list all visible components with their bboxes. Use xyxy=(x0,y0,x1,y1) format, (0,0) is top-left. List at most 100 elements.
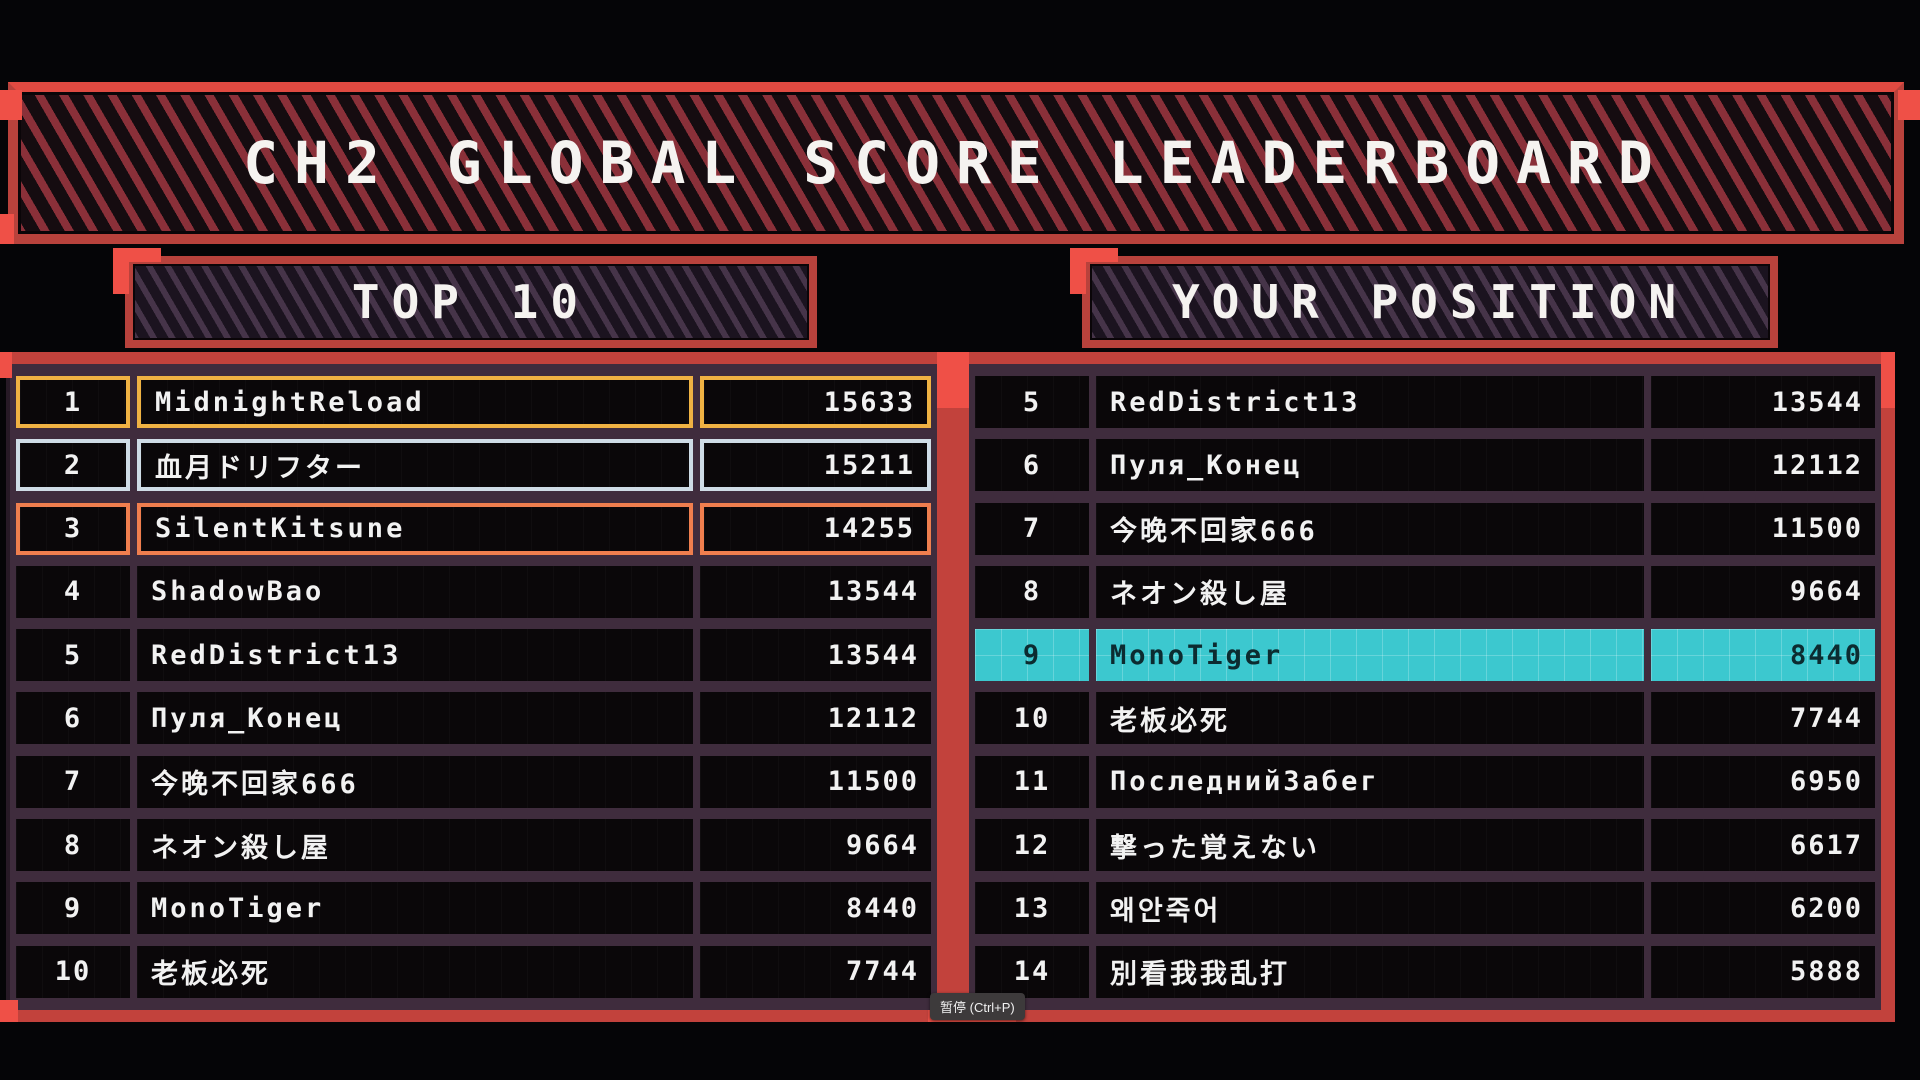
player-name-cell: 今晚不回家666 xyxy=(1096,502,1644,555)
top10-header: TOP 10 xyxy=(125,256,817,348)
rank-cell: 7 xyxy=(16,755,130,808)
leaderboard-row-rank-8: 8 ネオン殺し屋 9664 xyxy=(16,819,931,872)
top10-header-label: TOP 10 xyxy=(351,275,591,329)
player-name-cell: SilentKitsune xyxy=(137,502,693,555)
rank-cell: 6 xyxy=(975,439,1089,492)
player-name-cell: 老板必死 xyxy=(1096,692,1644,745)
leaderboard-row-rank-4: 4 ShadowBao 13544 xyxy=(16,565,931,618)
score-cell: 6617 xyxy=(1651,819,1875,872)
score-cell: 13544 xyxy=(1651,376,1875,428)
corner-accent xyxy=(1898,90,1920,120)
score-cell: 8440 xyxy=(700,882,931,935)
rank-cell: 13 xyxy=(975,882,1089,935)
rank-cell: 7 xyxy=(975,502,1089,555)
your-position-header-label: YOUR POSITION xyxy=(1171,275,1689,329)
score-cell: 9664 xyxy=(1651,565,1875,618)
score-cell: 12112 xyxy=(700,692,931,745)
rank-cell: 10 xyxy=(16,945,130,998)
corner-accent xyxy=(937,352,953,408)
rank-cell: 11 xyxy=(975,755,1089,808)
rank-cell: 9 xyxy=(16,882,130,935)
rank-cell: 9 xyxy=(975,629,1089,682)
rank-cell: 10 xyxy=(975,692,1089,745)
rank-cell: 12 xyxy=(975,819,1089,872)
score-cell: 6950 xyxy=(1651,755,1875,808)
title-banner: CH2 GLOBAL SCORE LEADERBOARD xyxy=(8,82,1904,244)
leaderboard-row-rank-6: 6 Пуля_Конец 12112 xyxy=(975,439,1875,492)
corner-accent xyxy=(1881,352,1895,408)
corner-accent xyxy=(0,352,12,378)
score-cell: 14255 xyxy=(700,502,931,555)
score-cell: 7744 xyxy=(700,945,931,998)
leaderboard-row-rank-7: 7 今晚不回家666 11500 xyxy=(975,502,1875,555)
player-name-cell: ネオン殺し屋 xyxy=(137,819,693,872)
score-cell: 6200 xyxy=(1651,882,1875,935)
score-cell: 7744 xyxy=(1651,692,1875,745)
leaderboard-row-rank-9: 9 MonoTiger 8440 xyxy=(16,882,931,935)
player-name-cell: MonoTiger xyxy=(137,882,693,935)
player-name-cell: 撃った覚えない xyxy=(1096,819,1644,872)
player-name-cell: 別看我我乱打 xyxy=(1096,945,1644,998)
leaderboard-row-rank-14: 14 別看我我乱打 5888 xyxy=(975,945,1875,998)
leaderboard-row-rank-3: 3 SilentKitsune 14255 xyxy=(16,502,931,555)
rank-cell: 8 xyxy=(16,819,130,872)
corner-accent xyxy=(113,248,161,262)
rank-cell: 14 xyxy=(975,945,1089,998)
your-position-table: 5 RedDistrict13 13544 6 Пуля_Конец 12112… xyxy=(953,352,1895,1022)
rank-cell: 5 xyxy=(16,629,130,682)
leaderboard-row-rank-8: 8 ネオン殺し屋 9664 xyxy=(975,565,1875,618)
score-cell: 11500 xyxy=(1651,502,1875,555)
leaderboard-row-rank-10: 10 老板必死 7744 xyxy=(975,692,1875,745)
leaderboard-row-rank-12: 12 撃った覚えない 6617 xyxy=(975,819,1875,872)
score-cell: 13544 xyxy=(700,565,931,618)
rank-cell: 2 xyxy=(16,439,130,492)
leaderboard-row-rank-10: 10 老板必死 7744 xyxy=(16,945,931,998)
rank-cell: 4 xyxy=(16,565,130,618)
leaderboard-row-rank-5: 5 RedDistrict13 13544 xyxy=(975,376,1875,428)
corner-accent xyxy=(0,1000,18,1022)
corner-accent xyxy=(1070,248,1118,262)
player-name-cell: Пуля_Конец xyxy=(137,692,693,745)
player-name-cell: 왜안죽어 xyxy=(1096,882,1644,935)
corner-accent xyxy=(0,214,14,244)
player-name-cell: MidnightReload xyxy=(137,376,693,428)
player-name-cell: ПоследнийЗабег xyxy=(1096,755,1644,808)
score-cell: 9664 xyxy=(700,819,931,872)
score-cell: 15211 xyxy=(700,439,931,492)
player-name-cell: ShadowBao xyxy=(137,565,693,618)
rank-cell: 1 xyxy=(16,376,130,428)
rank-cell: 6 xyxy=(16,692,130,745)
page-title: CH2 GLOBAL SCORE LEADERBOARD xyxy=(243,129,1669,197)
leaderboard-row-rank-5: 5 RedDistrict13 13544 xyxy=(16,629,931,682)
corner-accent xyxy=(0,90,22,120)
rank-cell: 8 xyxy=(975,565,1089,618)
leaderboard-row-rank-9: 9 MonoTiger 8440 xyxy=(975,629,1875,682)
player-name-cell: 老板必死 xyxy=(137,945,693,998)
player-name-cell: RedDistrict13 xyxy=(1096,376,1644,428)
leaderboard-row-rank-7: 7 今晚不回家666 11500 xyxy=(16,755,931,808)
leaderboard-row-rank-6: 6 Пуля_Конец 12112 xyxy=(16,692,931,745)
score-cell: 8440 xyxy=(1651,629,1875,682)
player-name-cell: ネオン殺し屋 xyxy=(1096,565,1644,618)
score-cell: 12112 xyxy=(1651,439,1875,492)
leaderboard-row-rank-11: 11 ПоследнийЗабег 6950 xyxy=(975,755,1875,808)
player-name-cell: MonoTiger xyxy=(1096,629,1644,682)
pause-tooltip: 暂停 (Ctrl+P) xyxy=(930,993,1025,1020)
score-cell: 5888 xyxy=(1651,945,1875,998)
pause-tooltip-label: 暂停 (Ctrl+P) xyxy=(940,1000,1015,1015)
score-cell: 15633 xyxy=(700,376,931,428)
leaderboard-row-rank-1: 1 MidnightReload 15633 xyxy=(16,376,931,428)
player-name-cell: Пуля_Конец xyxy=(1096,439,1644,492)
corner-accent xyxy=(953,352,969,408)
score-cell: 13544 xyxy=(700,629,931,682)
rank-cell: 3 xyxy=(16,502,130,555)
top10-table: 1 MidnightReload 15633 2 血月ドリフター 15211 3… xyxy=(6,352,953,1022)
your-position-header: YOUR POSITION xyxy=(1082,256,1778,348)
player-name-cell: 今晚不回家666 xyxy=(137,755,693,808)
leaderboard-row-rank-2: 2 血月ドリフター 15211 xyxy=(16,439,931,492)
player-name-cell: 血月ドリフター xyxy=(137,439,693,492)
score-cell: 11500 xyxy=(700,755,931,808)
player-name-cell: RedDistrict13 xyxy=(137,629,693,682)
rank-cell: 5 xyxy=(975,376,1089,428)
leaderboard-row-rank-13: 13 왜안죽어 6200 xyxy=(975,882,1875,935)
